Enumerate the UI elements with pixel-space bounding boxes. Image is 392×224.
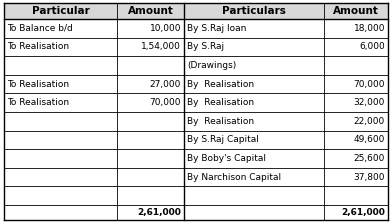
Text: By  Realisation: By Realisation <box>187 117 254 126</box>
Text: Amount: Amount <box>333 6 379 16</box>
Text: 2,61,000: 2,61,000 <box>137 208 181 217</box>
Text: To Realisation: To Realisation <box>7 98 69 107</box>
Text: By  Realisation: By Realisation <box>187 80 254 89</box>
Text: By Boby's Capital: By Boby's Capital <box>187 154 266 163</box>
Text: By S.Raj loan: By S.Raj loan <box>187 24 247 33</box>
Text: 2,61,000: 2,61,000 <box>341 208 385 217</box>
Text: To Realisation: To Realisation <box>7 80 69 89</box>
Text: To Balance b/d: To Balance b/d <box>7 24 73 33</box>
Text: 10,000: 10,000 <box>149 24 181 33</box>
Text: 22,000: 22,000 <box>354 117 385 126</box>
Text: To Realisation: To Realisation <box>7 42 69 51</box>
Text: 25,600: 25,600 <box>354 154 385 163</box>
Text: 37,800: 37,800 <box>354 173 385 182</box>
Text: (Drawings): (Drawings) <box>187 61 236 70</box>
Text: By S.Raj: By S.Raj <box>187 42 224 51</box>
Text: Amount: Amount <box>127 6 173 16</box>
Text: By S.Raj Capital: By S.Raj Capital <box>187 135 259 144</box>
Text: By  Realisation: By Realisation <box>187 98 254 107</box>
Text: Particular: Particular <box>32 6 89 16</box>
Bar <box>4 19 388 220</box>
Text: 1,54,000: 1,54,000 <box>141 42 181 51</box>
Bar <box>4 3 388 19</box>
Text: 18,000: 18,000 <box>354 24 385 33</box>
Text: 49,600: 49,600 <box>354 135 385 144</box>
Text: 70,000: 70,000 <box>149 98 181 107</box>
Text: 27,000: 27,000 <box>150 80 181 89</box>
Text: By Narchison Capital: By Narchison Capital <box>187 173 281 182</box>
Text: 6,000: 6,000 <box>359 42 385 51</box>
Text: 32,000: 32,000 <box>354 98 385 107</box>
Text: 70,000: 70,000 <box>354 80 385 89</box>
Text: Particulars: Particulars <box>222 6 286 16</box>
